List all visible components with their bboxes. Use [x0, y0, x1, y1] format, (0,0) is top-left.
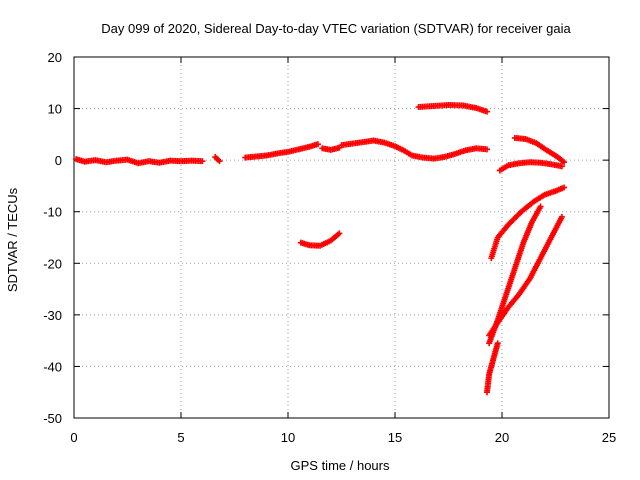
axis-ticks — [73, 56, 610, 419]
data-point — [537, 203, 544, 210]
chart-title: Day 099 of 2020, Sidereal Day-to-day VTE… — [101, 21, 571, 36]
y-tick-label: -40 — [43, 359, 62, 374]
y-tick-label: -20 — [43, 256, 62, 271]
data-point — [314, 141, 321, 148]
data-segment — [297, 230, 343, 249]
grid — [74, 57, 609, 418]
data-segment — [486, 213, 565, 339]
data-segment — [486, 203, 544, 347]
y-axis-label: SDTVAR / TECUs — [5, 187, 20, 292]
y-tick-label: 20 — [48, 50, 62, 65]
data-segment — [319, 144, 343, 153]
tick-labels: 0 5 10 15 20 25 -50 -40 -30 -20 -10 0 10 20 — [43, 50, 616, 445]
data-point — [558, 163, 565, 170]
data-point — [199, 158, 206, 165]
data-segment — [488, 184, 568, 262]
plot-frame — [73, 56, 610, 419]
x-tick-label: 25 — [602, 430, 616, 445]
data-point — [336, 230, 343, 237]
x-tick-label: 10 — [281, 430, 295, 445]
data-segment — [73, 156, 206, 167]
data-segment — [212, 154, 223, 165]
data-segment — [496, 159, 565, 174]
x-tick-label: 5 — [177, 430, 184, 445]
data-segment — [484, 340, 501, 396]
data-point — [216, 158, 223, 165]
x-tick-label: 20 — [495, 430, 509, 445]
data-point — [561, 159, 568, 166]
data-segment — [511, 134, 568, 166]
y-tick-label: 10 — [48, 102, 62, 117]
x-tick-label: 0 — [70, 430, 77, 445]
data-segment — [415, 101, 491, 115]
y-tick-label: -50 — [43, 411, 62, 426]
y-tick-label: 0 — [55, 153, 62, 168]
data-point — [494, 340, 501, 347]
data-point — [484, 108, 491, 115]
data-point — [484, 146, 491, 153]
x-tick-label: 15 — [388, 430, 402, 445]
data-point — [561, 184, 568, 191]
data-segment — [242, 141, 321, 161]
data-series — [73, 101, 568, 396]
y-tick-label: -30 — [43, 308, 62, 323]
data-point — [558, 213, 565, 220]
y-tick-label: -10 — [43, 205, 62, 220]
data-segment — [338, 137, 491, 162]
x-axis-label: GPS time / hours — [291, 458, 390, 473]
